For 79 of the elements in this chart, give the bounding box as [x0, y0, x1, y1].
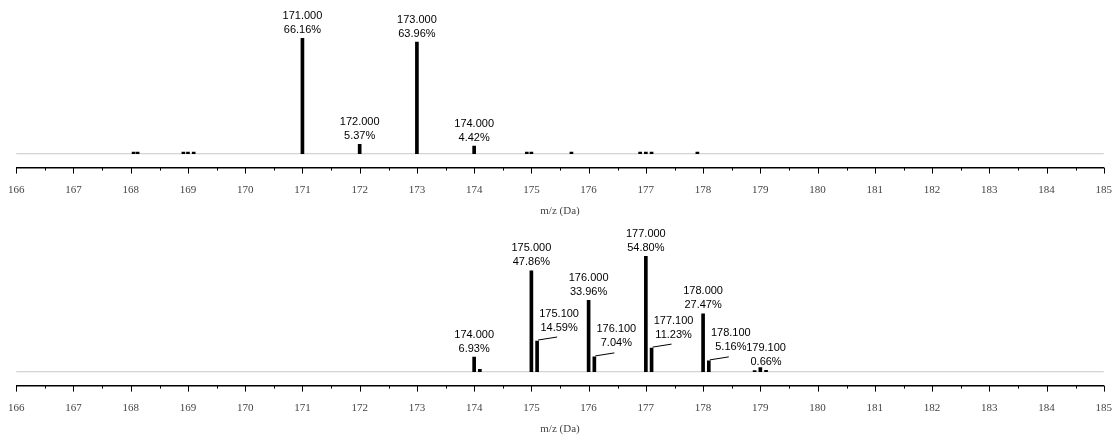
data-label: 63.96% [398, 26, 436, 39]
annotation: 174.000 [454, 116, 495, 129]
x-tick-label: 166 [8, 183, 25, 196]
x-tick-label: 169 [179, 183, 197, 196]
x-tick-label: 177 [637, 401, 655, 414]
x-tick-label: 176 [580, 183, 598, 196]
data-label: 5.16% [715, 340, 747, 353]
bar [472, 145, 476, 155]
bar [415, 41, 419, 155]
data-label: 54.80% [627, 240, 665, 253]
x-tick-label: 182 [923, 183, 941, 196]
bar [701, 313, 705, 373]
x-tick-label: 170 [236, 401, 254, 414]
data-label: 5.37% [344, 128, 376, 141]
x-tick-label: 183 [981, 401, 999, 414]
x-tick-label: 179 [752, 401, 770, 414]
annotation: 178.000 [683, 284, 723, 297]
x-tick-label: 172 [351, 183, 368, 196]
data-label: 7.04% [600, 336, 633, 349]
annotation: 174.000 [454, 327, 495, 340]
x-tick-label: 167 [65, 183, 83, 196]
data-label: 66.16% [283, 22, 322, 35]
bar [764, 370, 768, 373]
data-label: 4.42% [458, 130, 490, 143]
x-tick-label: 181 [866, 401, 884, 414]
x-tick-label: 173 [408, 401, 426, 414]
x-tick-label: 170 [236, 183, 254, 196]
x-tick-label: 180 [809, 183, 827, 196]
x-tick-label: 174 [465, 183, 483, 196]
x-tick-label: 167 [65, 401, 83, 414]
x-tick-label: 171 [294, 401, 311, 414]
x-tick-label: 178 [694, 183, 712, 196]
x-tick-label: 176 [580, 401, 598, 414]
x-tick-label: 184 [1038, 401, 1056, 414]
bar [758, 367, 763, 373]
annotation: 173.000 [397, 12, 437, 25]
x-tick-label: 168 [122, 401, 140, 414]
x-tick-label: 174 [465, 401, 483, 414]
x-axis-title: m/z (Da) [540, 422, 581, 436]
x-tick-label: 172 [351, 401, 368, 414]
annotation: 178.100 [710, 326, 751, 339]
annotation: 172.000 [339, 114, 380, 127]
annotation: 177.100 [653, 313, 694, 326]
x-tick-label: 168 [122, 183, 140, 196]
data-label: 27.47% [684, 298, 722, 311]
x-tick-label: 166 [8, 401, 25, 414]
annotation: 179.100 [746, 340, 786, 353]
x-tick-label: 177 [637, 183, 655, 196]
x-tick-label: 179 [752, 183, 770, 196]
annotation: 175.000 [511, 241, 552, 254]
x-tick-label: 175 [523, 183, 541, 196]
annotation: 171.000 [282, 8, 323, 21]
data-label: 11.23% [655, 327, 693, 340]
x-tick-label: 171 [294, 183, 311, 196]
data-label: 14.59% [540, 320, 578, 333]
x-tick-label: 185 [1095, 401, 1113, 414]
bar [644, 255, 648, 373]
bar [472, 356, 476, 373]
x-axis-title: m/z (Da) [540, 204, 581, 218]
x-tick-label: 173 [408, 183, 426, 196]
x-tick-label: 169 [179, 401, 197, 414]
annotation: 175.100 [539, 306, 579, 319]
data-label: 0.66% [750, 354, 782, 367]
bar [478, 368, 482, 373]
x-tick-label: 178 [694, 401, 712, 414]
x-tick-label: 184 [1038, 183, 1056, 196]
annotation: 176.100 [596, 322, 637, 335]
data-label: 6.93% [458, 341, 490, 354]
x-tick-label: 185 [1095, 183, 1113, 196]
x-tick-label: 182 [923, 401, 941, 414]
x-tick-label: 183 [981, 183, 999, 196]
data-label: 47.86% [512, 255, 551, 268]
annotation: 177.000 [625, 226, 666, 239]
annotation: 176.000 [568, 270, 609, 283]
x-tick-label: 181 [866, 183, 884, 196]
x-tick-label: 175 [523, 401, 541, 414]
data-label: 33.96% [569, 284, 608, 297]
x-tick-label: 180 [809, 401, 827, 414]
bar [357, 144, 362, 155]
